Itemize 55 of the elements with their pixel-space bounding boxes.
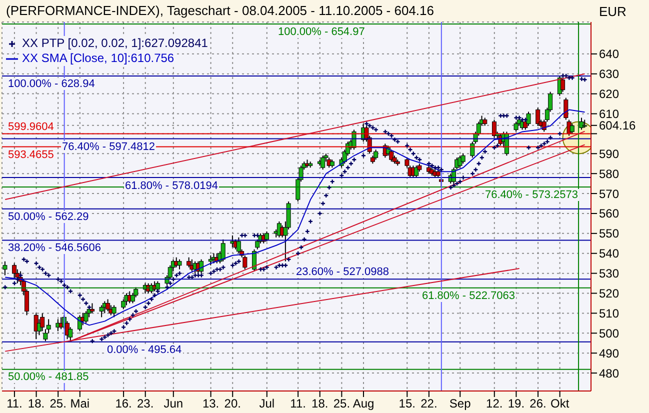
y-tick-label: 510 — [599, 306, 620, 320]
y-tick-label: 530 — [599, 266, 620, 281]
x-tick-label: Jul — [259, 396, 275, 411]
annotation: 76.40% - 573.2573 — [484, 189, 579, 202]
y-axis-title: EUR — [599, 4, 626, 19]
y-tick-label: 490 — [599, 346, 620, 360]
annotation: 50.00% - 481.85 — [7, 371, 90, 384]
y-tick-label: 480 — [599, 366, 620, 380]
x-tick-label: 13. — [202, 396, 220, 411]
annotation: 76.40% - 597.4812 — [61, 140, 156, 153]
y-tick-label: 630 — [599, 67, 620, 82]
y-tick-label: 550 — [599, 226, 620, 241]
x-tick-label: Aug — [352, 396, 374, 411]
x-tick-label: Sep — [449, 396, 472, 411]
y-tick-label: 590 — [599, 146, 620, 161]
x-tick-label: 26. — [530, 396, 546, 411]
annotation: 61.80% - 578.0194 — [124, 180, 219, 192]
y-tick-label: 540 — [599, 246, 620, 261]
y-tick-label: 500 — [599, 326, 620, 340]
annotation: 100.00% - 654.97 — [277, 26, 366, 38]
y-tick-label: 640 — [599, 47, 620, 62]
y-tick-label: 520 — [599, 286, 620, 301]
ref-line-label: 593.4655 — [7, 148, 55, 161]
chart-title: (PERFORMANCE-INDEX), Tageschart - 08.04.2005 - 11.10.2005 - 604.16 — [6, 3, 434, 18]
x-tick-label: Okt — [550, 396, 570, 411]
x-tick-label: 25. — [333, 396, 350, 411]
annotation: 50.00% - 562.29 — [7, 210, 90, 223]
x-tick-label: 11. — [290, 396, 306, 411]
x-tick-label: 20. — [224, 396, 241, 411]
x-tick-label: 12. — [486, 396, 503, 411]
annotation: 0.00% - 495.64 — [106, 344, 183, 356]
x-tick-label: 22. — [420, 396, 438, 411]
x-tick-label: Jun — [164, 396, 184, 411]
annotation: 23.60% - 527.0988 — [295, 266, 390, 278]
x-tick-label: 23. — [137, 396, 154, 411]
x-tick-label: 16. — [115, 396, 132, 411]
x-tick-label: 15. — [398, 396, 416, 411]
x-tick-label: 11. — [6, 396, 22, 411]
y-tick-label: 620 — [599, 87, 620, 102]
y-tick-label: 560 — [599, 206, 620, 221]
x-tick-label: 25. — [50, 396, 66, 411]
x-tick-label: 18. — [28, 396, 45, 411]
y-tick-label: 604.16 — [599, 118, 636, 133]
y-tick-label: 570 — [599, 186, 620, 201]
annotation: 61.80% - 522.7063 — [421, 290, 516, 302]
x-tick-label: 19. — [508, 396, 525, 411]
ref-line-label: 599.9604 — [7, 120, 55, 133]
y-tick-label: 610 — [599, 107, 620, 122]
annotation: 38.20% - 546.5606 — [7, 242, 102, 254]
legend-label: XX PTP [0.02, 0.02, 1]:627.092841 — [22, 36, 208, 51]
x-tick-label: 18. — [312, 396, 328, 411]
annotation: 100.00% - 628.94 — [7, 78, 96, 90]
y-tick-label: 580 — [599, 166, 620, 181]
legend-label: XX SMA [Close, 10]:610.756 — [22, 51, 174, 66]
x-tick-label: Mai — [70, 396, 90, 411]
